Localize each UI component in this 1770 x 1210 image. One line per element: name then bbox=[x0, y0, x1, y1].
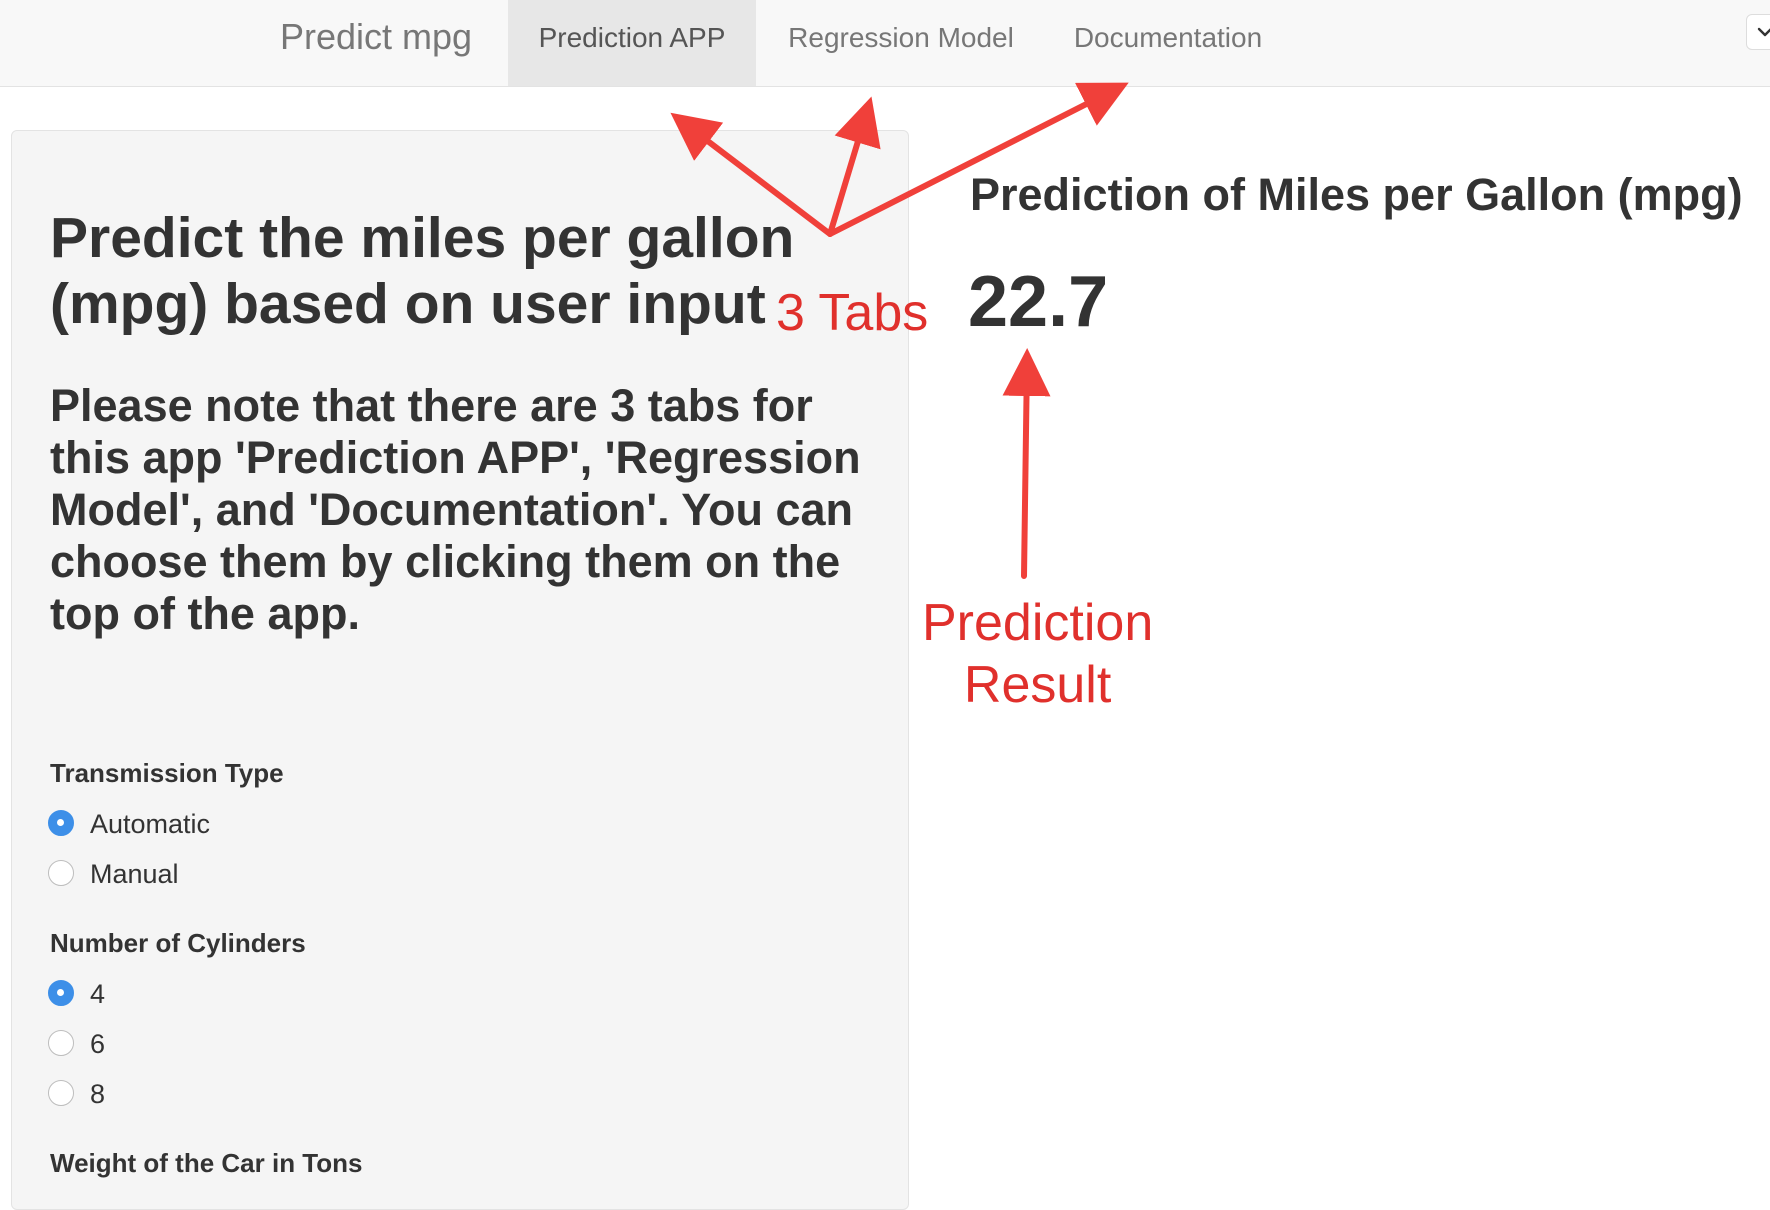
radio-label: 4 bbox=[90, 979, 106, 1009]
tab-prediction-app[interactable]: Prediction APP bbox=[508, 0, 756, 86]
tab-documentation[interactable]: Documentation bbox=[1073, 22, 1263, 53]
chevron-down-icon bbox=[1757, 27, 1770, 37]
transmission-type-label: Transmission Type bbox=[50, 758, 284, 788]
radio-indicator[interactable] bbox=[48, 1030, 74, 1056]
annotation-result-line2: Result bbox=[963, 656, 1112, 714]
navbar: Predict mpg Prediction APP Regression Mo… bbox=[0, 0, 1770, 87]
navbar-toggle-button[interactable] bbox=[1746, 14, 1770, 50]
radio-indicator[interactable] bbox=[48, 980, 74, 1006]
annotation-result-line1: Prediction bbox=[922, 594, 1154, 652]
radio-label: Manual bbox=[90, 859, 179, 889]
radio-indicator[interactable] bbox=[48, 1080, 74, 1106]
sidebar-note: Please note that there are 3 tabs for th… bbox=[50, 380, 861, 639]
annotation-result-label: Prediction Result bbox=[922, 592, 1153, 716]
radio-label: Automatic bbox=[90, 809, 211, 839]
prediction-value: 22.7 bbox=[968, 262, 1109, 342]
car-weight-label: Weight of the Car in Tons bbox=[50, 1148, 363, 1178]
prediction-heading: Prediction of Miles per Gallon (mpg) bbox=[970, 169, 1743, 220]
annotation-tabs-label: 3 Tabs bbox=[776, 284, 929, 342]
sidebar-heading: Predict the miles per gallon (mpg) based… bbox=[50, 206, 795, 336]
radio-label: 8 bbox=[90, 1079, 106, 1109]
number-of-cylinders-label: Number of Cylinders bbox=[50, 928, 306, 958]
arrow-to-tab-regression bbox=[827, 96, 881, 237]
radio-indicator[interactable] bbox=[48, 860, 74, 886]
arrow-to-prediction-result bbox=[1002, 348, 1051, 579]
radio-indicator[interactable] bbox=[48, 810, 74, 836]
arrow-to-tab-prediction bbox=[670, 112, 833, 237]
radio-label: 6 bbox=[90, 1029, 106, 1059]
navbar-brand[interactable]: Predict mpg bbox=[280, 16, 473, 57]
sidebar-panel bbox=[11, 130, 909, 1210]
tab-regression-model[interactable]: Regression Model bbox=[788, 22, 1014, 53]
arrow-to-tab-documentation bbox=[827, 82, 1129, 237]
